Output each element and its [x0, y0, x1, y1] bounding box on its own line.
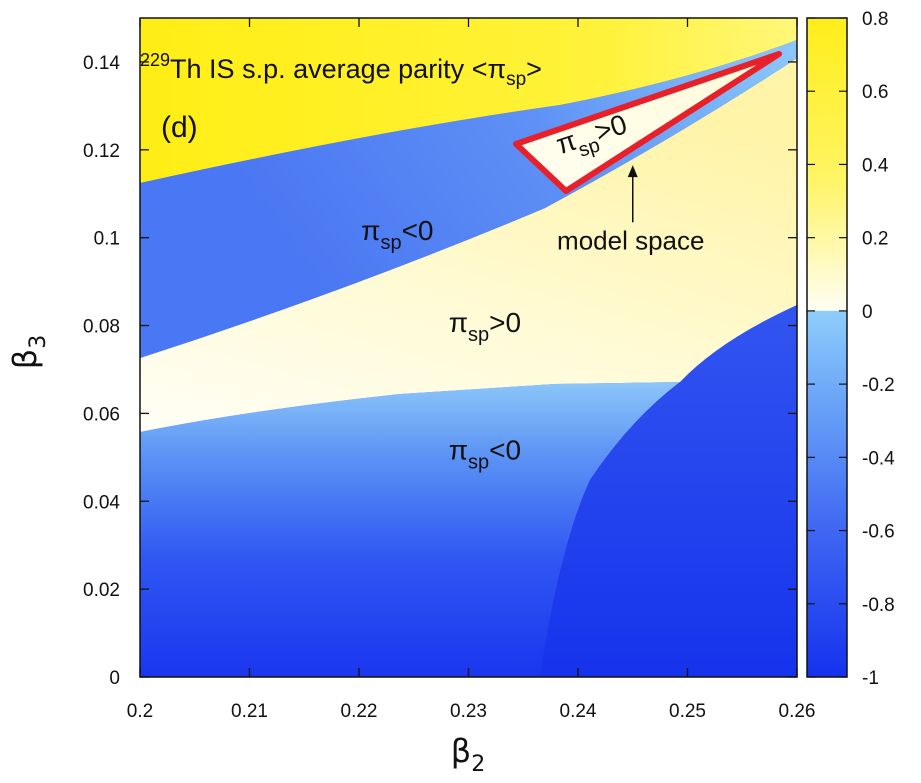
- annotation-text: πsp<0: [449, 435, 521, 474]
- region-upper-positive: [140, 18, 797, 183]
- x-tick-label: 0.24: [560, 701, 597, 722]
- annotation-text: πsp>0: [449, 307, 521, 346]
- model-space-label: model space: [557, 225, 704, 255]
- title-subscript: sp: [506, 69, 526, 90]
- x-tick-label: 0.2: [127, 701, 153, 722]
- colorbar-tick-label: -0.4: [862, 448, 895, 469]
- y-axis-label-symbol: β: [6, 349, 44, 369]
- model-space-outline: [513, 51, 782, 194]
- chart-title: 229Th IS s.p. average parity <πsp>: [140, 50, 542, 90]
- x-tick-label: 0.22: [341, 701, 378, 722]
- x-tick-label: 0.25: [669, 701, 706, 722]
- colorbar-tick-label: 0.8: [862, 9, 888, 30]
- annotation-text: πsp<0: [361, 215, 433, 254]
- y-axis-label: β3: [6, 335, 51, 369]
- colorbar-gradient: [807, 18, 847, 677]
- x-tick-label: 0.26: [779, 701, 816, 722]
- y-tick-label: 0: [109, 668, 120, 689]
- colorbar-tick-label: 0: [862, 302, 873, 323]
- x-axis-label-sub: 2: [471, 752, 485, 777]
- colorbar-tick-label: -0.6: [862, 522, 895, 543]
- annotation-symbol: π: [361, 215, 380, 246]
- title-text: Th IS s.p. average parity <π: [170, 54, 506, 84]
- title-suffix: >: [526, 54, 542, 84]
- x-axis-label: β2: [451, 732, 485, 777]
- y-tick-label: 0.06: [83, 404, 120, 425]
- colorbar-tick-label: -0.2: [862, 375, 895, 396]
- y-axis-label-sub: 3: [26, 335, 51, 349]
- colorbar-frame: [806, 17, 848, 678]
- y-tick-label: 0.08: [83, 317, 120, 338]
- annotation-rel: <0: [489, 435, 521, 466]
- annotation-rel: <0: [402, 215, 434, 246]
- colorbar-tick-label: 0.2: [862, 229, 888, 250]
- model-space-arrow: [627, 165, 638, 223]
- y-tick-label: 0.04: [83, 492, 120, 513]
- annotation-symbol: π: [449, 307, 468, 338]
- y-tick-label: 0.1: [94, 229, 120, 250]
- annotation-symbol: π: [449, 435, 468, 466]
- x-tick-label: 0.21: [231, 701, 268, 722]
- region-annotation: πsp>0: [449, 307, 521, 346]
- x-tick-label: 0.23: [450, 701, 487, 722]
- y-tick-label: 0.14: [83, 53, 120, 74]
- region-lower-left-negative: [140, 382, 680, 677]
- colorbar-tick-label: 0.6: [862, 82, 888, 103]
- heatmap-regions: [140, 18, 797, 677]
- colorbar-tick-label: -0.8: [862, 595, 895, 616]
- region-annotation: πsp<0: [361, 215, 433, 254]
- y-axis-ticks: 0 0.02 0.04 0.06 0.08 0.1 0.12 0.14: [83, 53, 797, 689]
- annotation-sub: sp: [380, 232, 401, 254]
- annotation-sub: sp: [468, 324, 489, 346]
- title-superscript: 229: [140, 50, 170, 70]
- model-space-fill: [516, 54, 779, 191]
- x-axis-label-symbol: β: [451, 732, 471, 770]
- annotation-sub: sp: [468, 452, 489, 474]
- colorbar-ticks: 0.8 0.6 0.4 0.2 0 -0.2 -0.4 -0.6 -0.8 -1: [807, 9, 895, 689]
- x-axis-ticks: 0.2 0.21 0.22 0.23 0.24 0.25 0.26: [127, 18, 816, 722]
- y-axis-label-group: β3: [6, 335, 51, 369]
- region-middle-positive: [140, 58, 797, 432]
- panel-label: (d): [161, 111, 198, 144]
- region-annotation: πsp<0: [449, 435, 521, 474]
- y-tick-label: 0.02: [83, 580, 120, 601]
- colorbar-tick-label: 0.4: [862, 155, 889, 176]
- colorbar-tick-label: -1: [862, 668, 879, 689]
- y-tick-label: 0.12: [83, 141, 120, 162]
- region-lower-right-negative: [540, 305, 797, 677]
- annotation-rel: >0: [489, 307, 521, 338]
